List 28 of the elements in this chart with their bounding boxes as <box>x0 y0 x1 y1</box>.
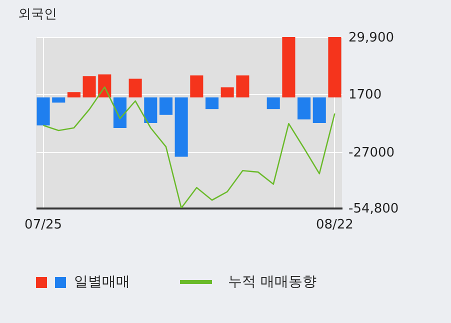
bar <box>236 75 250 98</box>
bar <box>328 37 342 98</box>
bar <box>266 97 280 110</box>
y-tick-label: -54,800 <box>348 202 399 216</box>
bar <box>174 97 188 157</box>
y-tick-label: 29,900 <box>348 30 394 46</box>
line-series <box>42 86 336 208</box>
bar <box>205 97 219 110</box>
bar <box>82 76 96 98</box>
bar <box>282 37 296 98</box>
bar <box>159 97 173 115</box>
bar <box>298 97 311 120</box>
y-tick-label: -27000 <box>348 145 395 160</box>
bar <box>128 78 142 98</box>
bar <box>67 92 80 98</box>
bar <box>36 97 50 126</box>
bar <box>190 75 204 98</box>
x-tick-label: 07/25 <box>24 218 62 232</box>
legend-label: 누적 매매동향 <box>228 273 316 291</box>
chart-title: 외국인 <box>18 7 57 22</box>
x-tick-label: 08/22 <box>316 218 354 232</box>
legend-label: 일별매매 <box>74 273 130 291</box>
bar <box>52 97 66 103</box>
y-tick-label: 1700 <box>348 87 382 102</box>
bar <box>113 97 126 128</box>
bar <box>312 97 326 124</box>
bar <box>220 87 234 98</box>
bar <box>144 97 158 124</box>
